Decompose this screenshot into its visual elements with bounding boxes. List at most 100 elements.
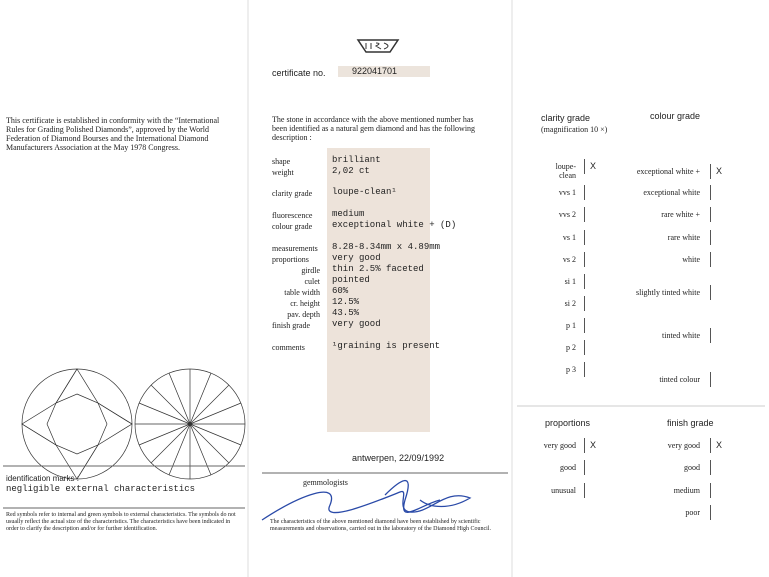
signature (261, 490, 472, 521)
scale-line (710, 230, 711, 245)
diamond-pavilion (134, 368, 246, 480)
scale-line (584, 185, 585, 200)
scale-label: tinted white (662, 331, 700, 340)
row-value: very good (332, 253, 381, 263)
scale-label: si 2 (564, 299, 576, 308)
scale-mark: X (716, 440, 723, 450)
scale-line (584, 159, 585, 174)
scale-label: tinted colour (659, 375, 700, 384)
scale-line (584, 207, 585, 222)
colour-title: colour grade (650, 111, 701, 121)
scale-line (584, 252, 585, 267)
row-label: comments (272, 343, 305, 352)
scale-label: p 1 (566, 321, 576, 330)
identification-value: negligible external characteristics (6, 484, 196, 494)
logo-letters (365, 42, 389, 50)
scale-label: exceptional white + (636, 167, 700, 176)
row-label: cr. height (290, 299, 320, 308)
row-value: loupe-clean¹ (332, 187, 397, 197)
intro-text: This certificate is established in confo… (6, 116, 220, 152)
clarity-subtitle: (magnification 10 ×) (541, 125, 608, 134)
certificate-number: 922041701 (352, 66, 398, 76)
scale-line (710, 285, 711, 300)
row-value: pointed (332, 275, 370, 285)
scale-label: p 2 (566, 343, 576, 352)
row-label: shape (272, 157, 291, 166)
row-value: 8.28-8.34mm x 4.89mm (332, 242, 441, 252)
clarity-title: clarity grade (541, 113, 591, 123)
logo (356, 39, 400, 53)
row-label: pav. depth (287, 310, 320, 319)
scale-label: white (682, 255, 700, 264)
row-value: brilliant (332, 155, 381, 165)
scale-label: unusual (551, 486, 576, 495)
scale-line (710, 207, 711, 222)
scale-label: slightly tinted white (636, 288, 700, 297)
certificate-label: certificate no. (272, 68, 326, 78)
row-label: table width (284, 288, 320, 297)
scale-line (584, 296, 585, 311)
scale-label: vs 1 (562, 233, 576, 242)
row-value: medium (332, 209, 365, 219)
scale-label: very good (543, 441, 576, 450)
scale-label: rare white (667, 233, 700, 242)
scale-label: p 3 (566, 365, 576, 374)
row-label: measurements (272, 244, 318, 253)
scale-label: loupe-clean (555, 162, 576, 180)
scale-line (710, 372, 711, 387)
place-date: antwerpen, 22/09/1992 (352, 453, 445, 463)
proportions-title: proportions (545, 418, 591, 428)
scale-mark: X (590, 161, 597, 171)
finish-title: finish grade (667, 418, 714, 428)
scale-line (584, 362, 585, 377)
row-value: thin 2.5% faceted (332, 264, 424, 274)
scale-line (584, 460, 585, 475)
row-label: clarity grade (272, 189, 313, 198)
scale-line (710, 164, 711, 179)
identification-label: identification marks : (6, 474, 79, 483)
row-value: 2,02 ct (332, 166, 370, 176)
scale-line (584, 340, 585, 355)
scale-line (584, 274, 585, 289)
row-label: culet (304, 277, 320, 286)
row-label: colour grade (272, 222, 313, 231)
description-intro: The stone in accordance with the above m… (272, 115, 476, 142)
signature-label: gemmologists (303, 478, 348, 487)
scale-label: si 1 (564, 277, 576, 286)
scale-label: vs 2 (562, 255, 576, 264)
scale-line (584, 483, 585, 498)
scale-line (710, 438, 711, 453)
scale-mark: X (716, 166, 723, 176)
scale-label: exceptional white (643, 188, 700, 197)
description-box (327, 148, 430, 432)
row-label: proportions (272, 255, 309, 264)
diamond-crown (21, 368, 133, 480)
scale-line (710, 505, 711, 520)
scale-label: poor (685, 508, 700, 517)
row-value: 60% (332, 286, 349, 296)
scale-line (584, 318, 585, 333)
row-value: exceptional white + (D) (332, 220, 457, 230)
scale-line (710, 460, 711, 475)
scale-label: good (560, 463, 576, 472)
row-value: ¹graining is present (332, 341, 441, 351)
footnote: The characteristics of the above mention… (270, 519, 491, 532)
row-value: very good (332, 319, 381, 329)
scale-label: vvs 1 (558, 188, 576, 197)
scale-label: vvs 2 (558, 210, 576, 219)
row-value: 43.5% (332, 308, 360, 318)
scale-label: very good (667, 441, 700, 450)
row-value: 12.5% (332, 297, 360, 307)
row-label: girdle (301, 266, 320, 275)
scale-label: good (684, 463, 700, 472)
scale-label: medium (673, 486, 700, 495)
scale-mark: X (590, 440, 597, 450)
row-label: finish grade (272, 321, 310, 330)
scale-line (584, 438, 585, 453)
scale-line (584, 230, 585, 245)
footnote: Red symbols refer to internal and green … (6, 512, 236, 532)
signature (384, 479, 441, 513)
scale-line (710, 328, 711, 343)
